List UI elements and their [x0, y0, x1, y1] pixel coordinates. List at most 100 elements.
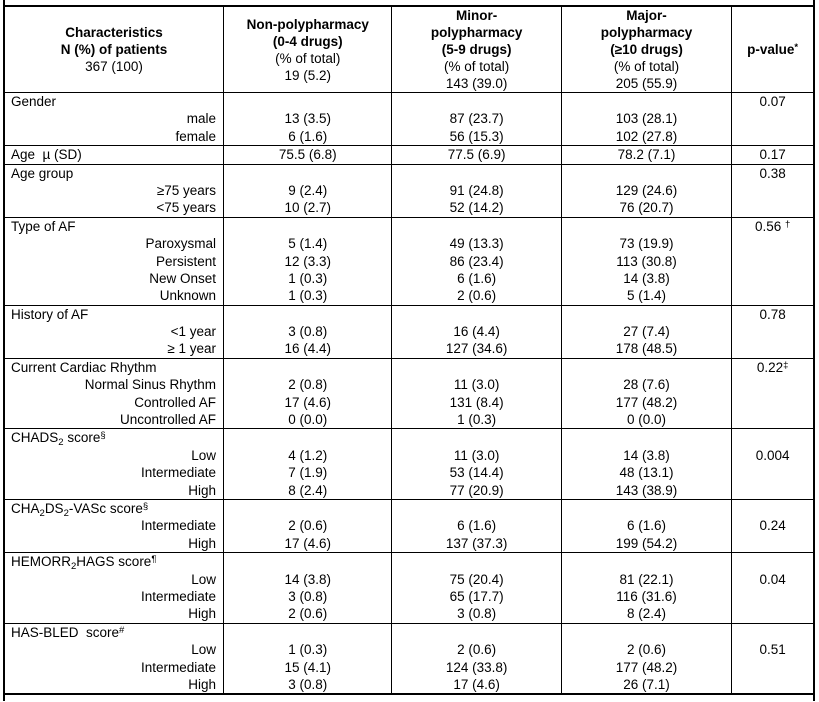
cell-value: 28 (7.6) [623, 377, 670, 393]
cell-value: 77.5 (6.9) [447, 147, 506, 163]
cell-value: 48 (13.1) [619, 465, 674, 481]
cell-value: 1 (0.3) [457, 412, 497, 428]
cell-value: 124 (33.8) [445, 659, 508, 675]
p-value: 0.56 † [732, 218, 813, 235]
row-label: Low [191, 642, 217, 658]
p-value: 0.17 [732, 146, 813, 163]
p-value: 0.51 [732, 641, 813, 658]
cell-p-value-type-of-af: 0.56 † [731, 216, 815, 306]
spacer-line [732, 553, 813, 570]
cell-values-history-of-af-col4: 27 (7.4) 178 (48.5) [560, 304, 733, 359]
section-row-age: Age µ (SD) 75.5 (6.8) 77.5 (6.9) 78.2 (7.1)… [3, 145, 815, 165]
spacer-line [562, 306, 731, 323]
cell-labels-age-group: Age group ≥75 years <75 years [3, 163, 225, 218]
cell-value: 2 (0.6) [457, 642, 497, 658]
text-part: CHA [11, 500, 40, 516]
text-part: 0.17 [759, 147, 786, 163]
text-part: (≥10 drugs) [610, 42, 683, 57]
header-line: (% of total) [224, 50, 391, 67]
section-row-cha2ds2-vasc-score: CHA2DS2-VASc score§ Intermediate High 2 (0.… [3, 498, 815, 554]
spacer-line [562, 93, 731, 110]
text-part: (% of total) [613, 59, 680, 74]
sub-text: 2 [39, 507, 45, 519]
section-row-has-bled-score: HAS-BLED score# Low Intermediate High 1 (0.3… [3, 622, 815, 695]
sub-text: 2 [71, 561, 77, 573]
row-label: Intermediate [140, 659, 217, 675]
sup-text: * [794, 42, 799, 53]
cell-value: 12 (3.3) [284, 253, 331, 269]
cell-value: 2 (0.6) [288, 606, 328, 622]
spacer-line [392, 500, 560, 517]
cell-values-has-bled-score-col2: 1 (0.3) 15 (4.1) 3 (0.8) [223, 622, 393, 695]
text-part: (% of total) [444, 59, 510, 74]
section-label: CHA2DS2-VASc score§ [5, 500, 223, 519]
row-label: High [188, 482, 217, 498]
header-line: Major- [562, 7, 731, 24]
cell-value: 14 (3.8) [284, 571, 331, 587]
row-label: Unknown [159, 288, 217, 304]
cell-values-has-bled-score-col4: 2 (0.6) 177 (48.2) 26 (7.1) [560, 622, 733, 695]
cell-values-age-col4: 78.2 (7.1) [560, 145, 733, 165]
spacer-line [562, 218, 731, 235]
p-value: 0.004 [732, 447, 813, 464]
spacer-line [224, 624, 391, 641]
cell-p-value-history-of-af: 0.78 [731, 304, 815, 359]
header-cell-content: Non-polypharmacy (0-4 drugs) (% of total) 1… [224, 7, 391, 92]
cell-value: 65 (17.7) [449, 588, 504, 604]
section-row-chads2-score: CHADS2 score§ Low Intermediate High 4 (1.2) 7… [3, 428, 815, 500]
text-part: 0.004 [755, 447, 790, 463]
text-part: HEMORR [11, 554, 71, 570]
cell-value: 143 (38.9) [615, 482, 678, 498]
header-cell-content: Characteristics N (%) of patients 367 (100… [5, 7, 223, 92]
cell-value: 4 (1.2) [288, 447, 328, 463]
text-part: HAS-BLED score [11, 624, 120, 640]
cell-value: 177 (48.2) [615, 394, 678, 410]
cell-value: 129 (24.6) [615, 182, 678, 198]
text-part: 0.22 [756, 359, 784, 375]
section-label: Age group [5, 165, 223, 182]
spacer-line [224, 500, 391, 517]
cell-p-value-age-group: 0.38 [731, 163, 815, 218]
text-part: (5-9 drugs) [441, 42, 512, 57]
cell-labels-chads2-score: CHADS2 score§ Low Intermediate High [3, 428, 225, 500]
cell-value: 91 (24.8) [449, 182, 504, 198]
cell-value: 16 (4.4) [284, 341, 331, 357]
cell-labels-cha2ds2-vasc-score: CHA2DS2-VASc score§ Intermediate High [3, 498, 225, 554]
header-line: 143 (39.0) [392, 75, 560, 92]
section-label: CHADS2 score§ [5, 429, 223, 447]
cell-values-age-group-col3: 91 (24.8) 52 (14.2) [391, 163, 562, 218]
text-part: CHADS [11, 430, 59, 446]
spacer-line [224, 218, 391, 235]
cell-value: 53 (14.4) [449, 465, 504, 481]
spacer-line [562, 624, 731, 641]
cell-values-current-cardiac-rhythm-col3: 11 (3.0) 131 (8.4) 1 (0.3) [391, 357, 562, 430]
cell-values-type-of-af-col3: 49 (13.3) 86 (23.4) 6 (1.6) 2 (0.6) [391, 216, 562, 306]
section-label: Type of AF [5, 218, 223, 235]
row-label: Paroxysmal [145, 236, 217, 252]
spacer-line [392, 306, 560, 323]
cell-value: 199 (54.2) [615, 535, 678, 551]
cell-labels-type-of-af: Type of AF Paroxysmal Persistent New Onset U… [3, 216, 225, 306]
cell-values-cha2ds2-vasc-score-col2: 2 (0.6) 17 (4.6) [223, 498, 393, 554]
header-cell-major-polypharmacy: Major-polypharmacy (≥10 drugs) (% of total… [560, 5, 733, 93]
cell-value: 76 (20.7) [619, 200, 674, 216]
text-part: (0-4 drugs) [272, 33, 343, 49]
cell-value: 137 (37.3) [445, 535, 508, 551]
cell-values-hemorr2hags-score-col4: 81 (22.1) 116 (31.6) 8 (2.4) [560, 552, 733, 624]
cell-values-chads2-score-col2: 4 (1.2) 7 (1.9) 8 (2.4) [223, 428, 393, 500]
spacer-line [562, 165, 731, 182]
cell-p-value-chads2-score: 0.004 [731, 428, 815, 500]
cell-values-history-of-af-col3: 16 (4.4) 127 (34.6) [391, 304, 562, 359]
cell-value: 102 (27.8) [615, 128, 678, 144]
text-part: polypharmacy [430, 25, 523, 40]
cell-values-current-cardiac-rhythm-col4: 28 (7.6) 177 (48.2) 0 (0.0) [560, 357, 733, 430]
section-row-age-group: Age group ≥75 years <75 years 9 (2.4) 10 (2.… [3, 163, 815, 218]
cell-p-value-age: 0.17 [731, 145, 815, 165]
cell-value: 3 (0.8) [288, 324, 328, 340]
sup-text: § [100, 430, 106, 442]
cell-labels-hemorr2hags-score: HEMORR2HAGS score¶ Low Intermediate High [3, 552, 225, 624]
p-value: 0.04 [732, 571, 813, 588]
header-line: 367 (100) [5, 58, 223, 75]
cell-value: 6 (1.6) [457, 518, 497, 534]
text-part: Current Cardiac Rhythm [11, 359, 157, 375]
